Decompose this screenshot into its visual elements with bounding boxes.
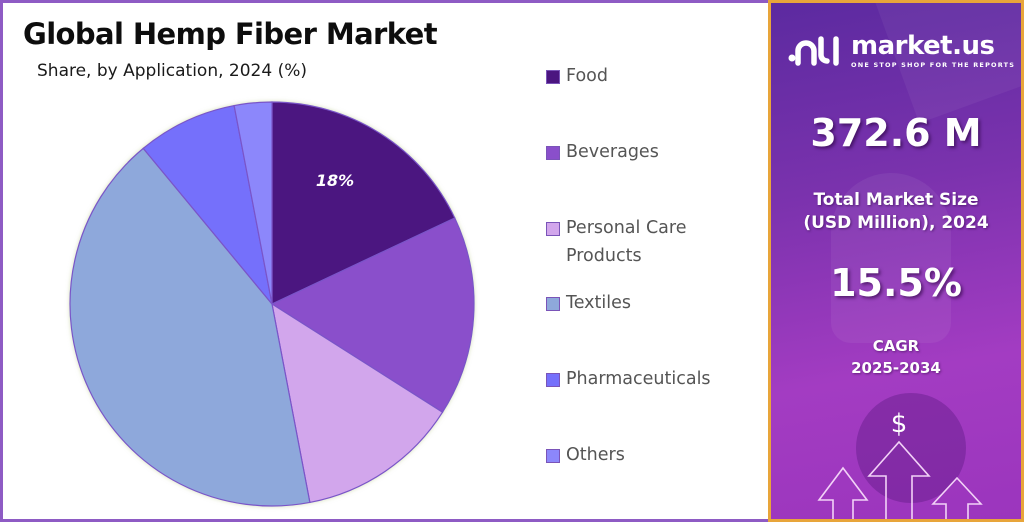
pie-chart-svg: 18% <box>69 101 475 507</box>
legend-item-food: Food <box>546 65 608 90</box>
legend-label-textiles: Textiles <box>566 293 632 313</box>
market-size-label: Total Market Size (USD Million), 2024 <box>771 189 1021 235</box>
legend-item-personal-care: Personal Care Products <box>546 217 686 270</box>
cagr-label-line2: 2025-2034 <box>851 359 941 377</box>
pie-chart: 18% <box>63 98 483 518</box>
brand-tagline: ONE STOP SHOP FOR THE REPORTS <box>851 61 1016 69</box>
dollar-icon: $ <box>891 409 908 439</box>
cagr-value: 15.5% <box>830 261 962 305</box>
legend-label-personal-care: Personal Care Products <box>566 214 686 270</box>
stats-panel: market.us ONE STOP SHOP FOR THE REPORTS … <box>768 0 1024 522</box>
legend-swatch-pharmaceuticals <box>546 373 560 387</box>
brand-name: market.us <box>851 31 995 61</box>
pie-slice-personal-care-products <box>271 302 444 504</box>
market-size-value: 372.6 M <box>810 111 982 155</box>
legend-item-pharmaceuticals: Pharmaceuticals <box>546 368 711 393</box>
legend-label-personal-care-line2: Products <box>566 246 642 266</box>
pie-slice-others <box>233 101 273 305</box>
legend-label-personal-care-line1: Personal Care <box>566 218 687 238</box>
legend-label-food: Food <box>566 66 608 86</box>
legend-item-others: Others <box>546 444 625 469</box>
slice-label-food: 18% <box>316 171 354 190</box>
pie-slice-pharmaceuticals <box>142 104 273 305</box>
cagr-label-line1: CAGR <box>872 337 920 355</box>
legend-swatch-personal-care <box>546 222 560 236</box>
legend-swatch-textiles <box>546 297 560 311</box>
chart-title: Global Hemp Fiber Market <box>23 17 438 51</box>
legend-item-beverages: Beverages <box>546 141 659 166</box>
legend-label-others: Others <box>566 445 625 465</box>
pie-slice-food <box>271 101 456 305</box>
background-decoration <box>831 173 951 343</box>
brand-logo: market.us ONE STOP SHOP FOR THE REPORTS <box>787 33 1015 69</box>
market-size-label-line2: (USD Million), 2024 <box>803 213 989 233</box>
chart-subtitle: Share, by Application, 2024 (%) <box>37 61 307 81</box>
market-size-label-line1: Total Market Size <box>813 190 979 210</box>
growth-arrows-icon: $ <box>817 409 983 519</box>
legend-swatch-food <box>546 70 560 84</box>
legend-swatch-beverages <box>546 146 560 160</box>
legend-swatch-others <box>546 449 560 463</box>
pie-slice-beverages <box>270 217 475 414</box>
background-decoration <box>856 393 966 503</box>
market-us-logo-icon <box>788 36 839 66</box>
chart-panel: Global Hemp Fiber Market Share, by Appli… <box>0 0 770 522</box>
legend-label-beverages: Beverages <box>566 142 659 162</box>
pie-slice-textiles <box>69 147 311 507</box>
legend-label-pharmaceuticals: Pharmaceuticals <box>566 369 711 389</box>
legend-item-textiles: Textiles <box>546 292 631 317</box>
cagr-label: CAGR 2025-2034 <box>771 335 1021 379</box>
